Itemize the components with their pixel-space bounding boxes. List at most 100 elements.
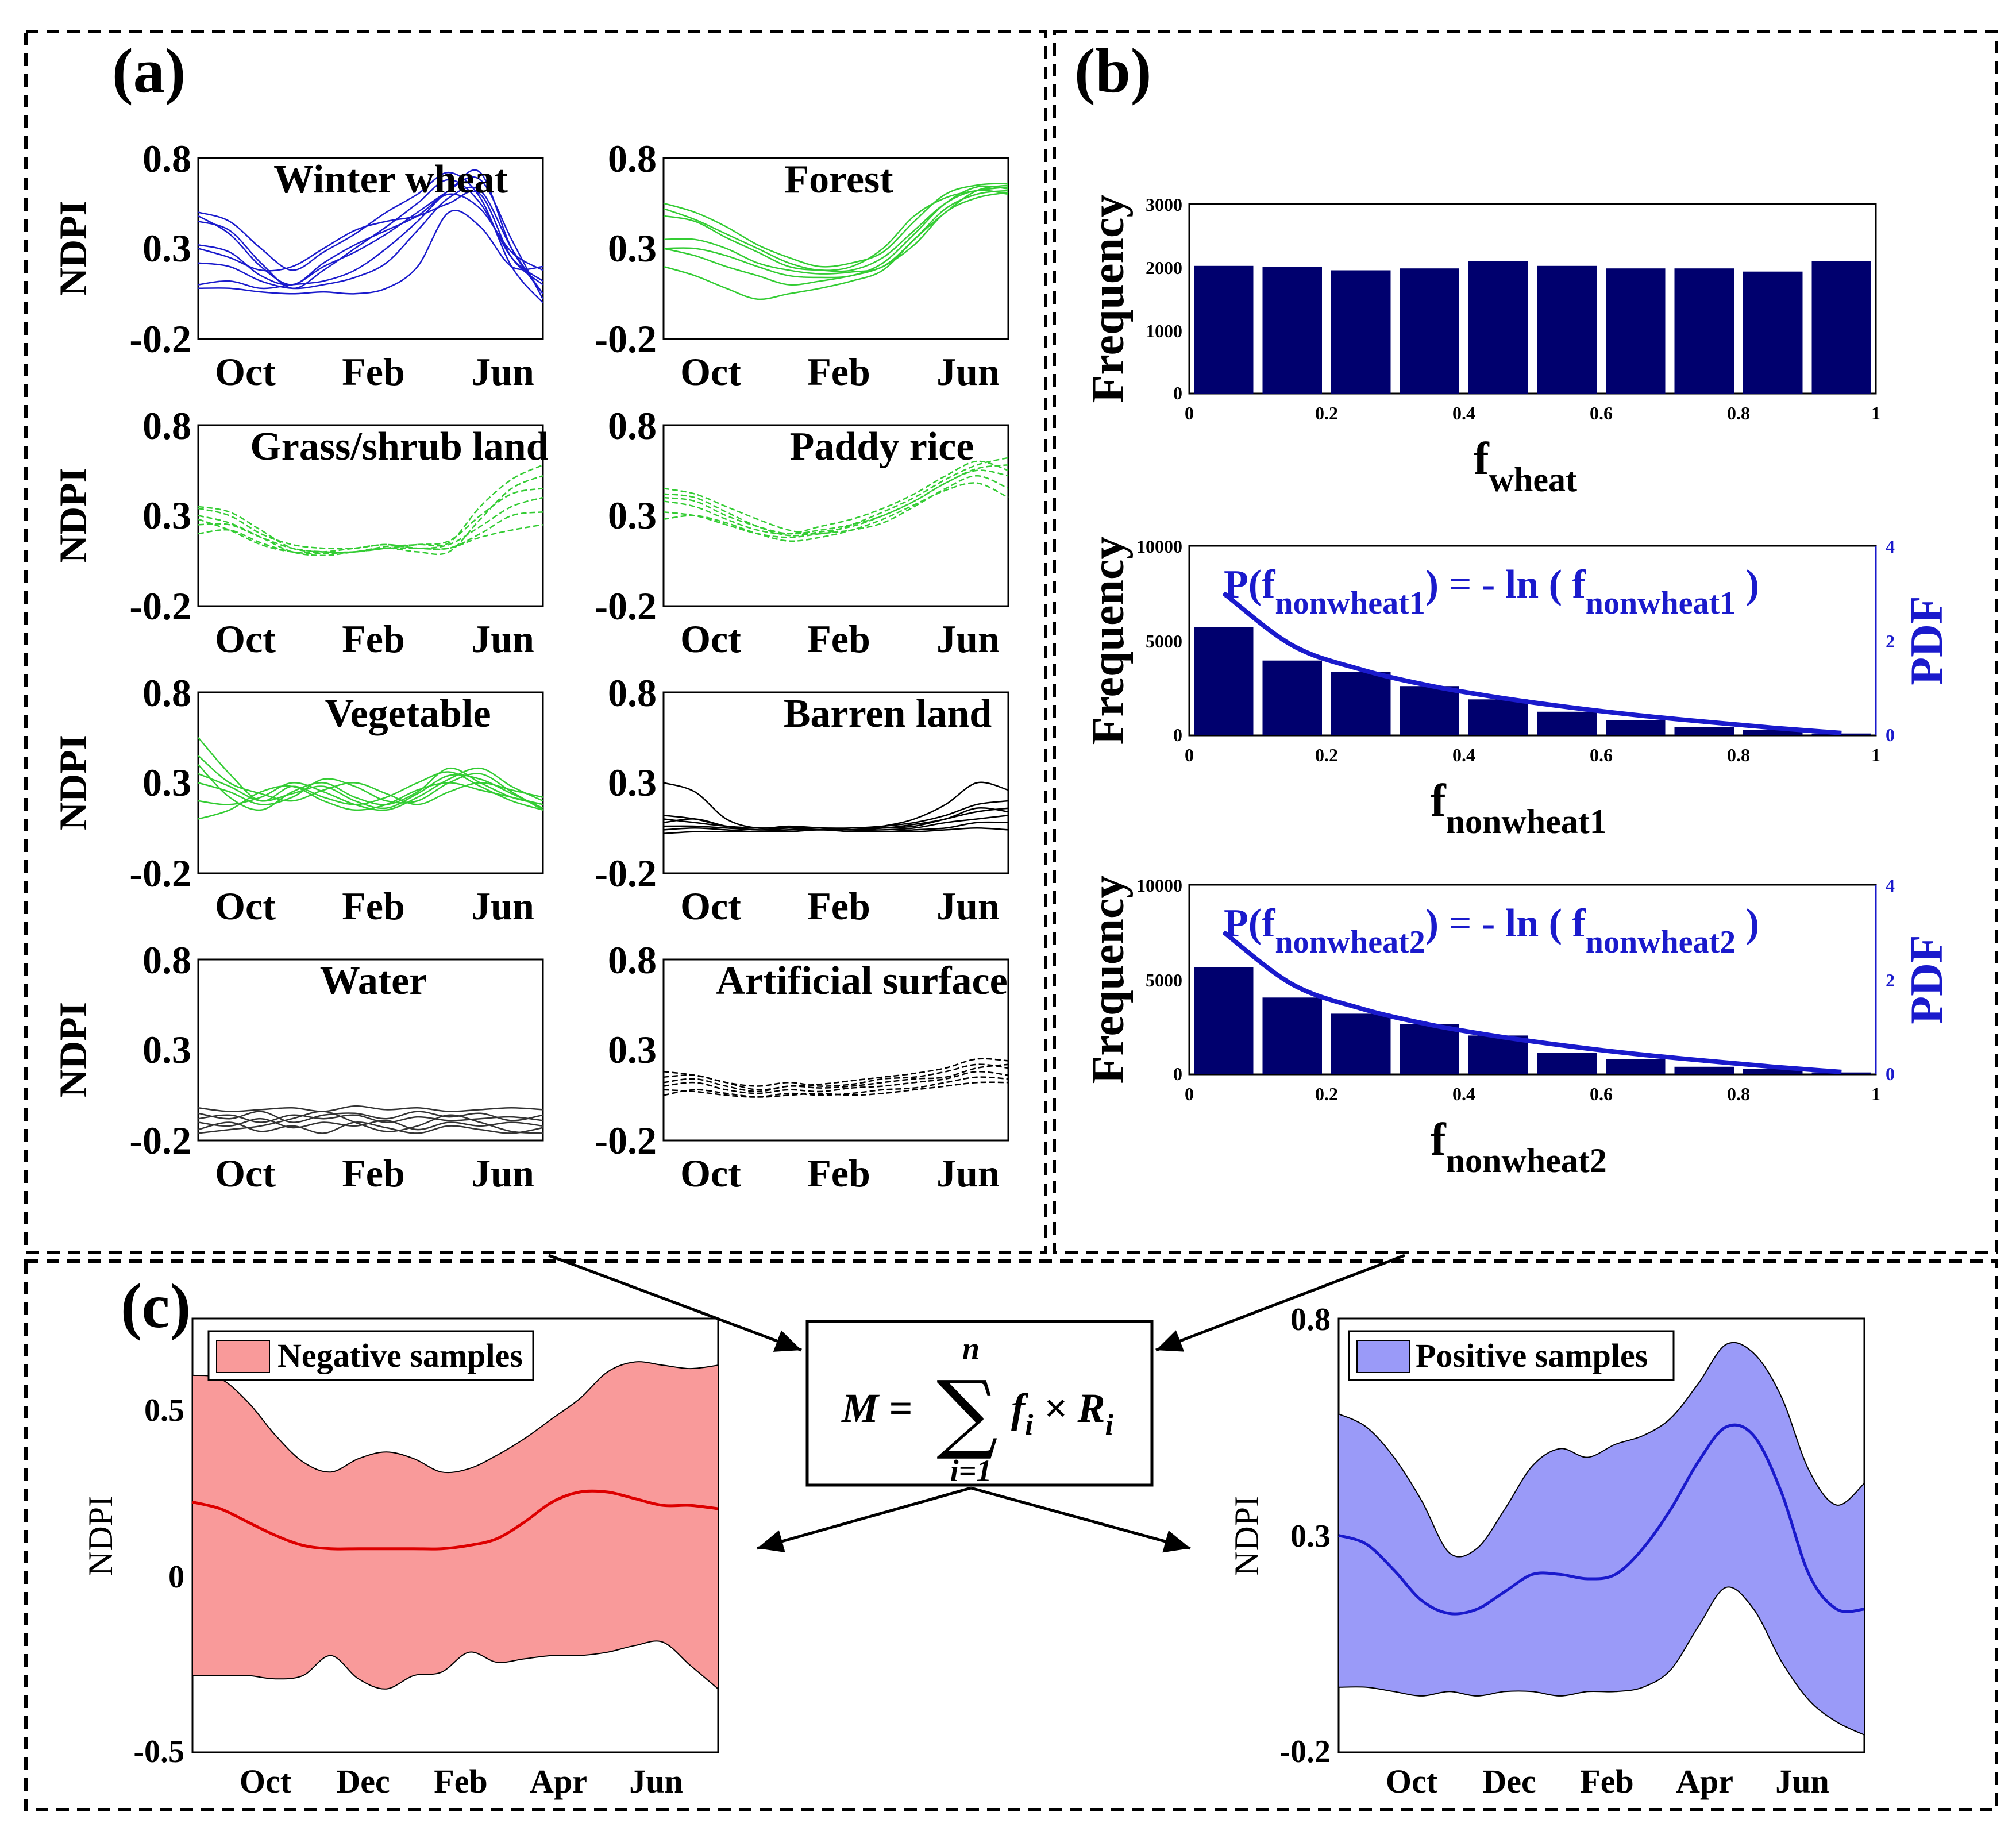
y-tick-label: 0.8 <box>608 938 657 982</box>
chart-title: Artificial surface <box>716 959 1007 1003</box>
series-line <box>198 171 543 303</box>
formula-box <box>805 1320 1154 1487</box>
histogram-bar <box>1606 268 1666 394</box>
histogram-bar <box>1262 997 1322 1074</box>
y-tick-label: 5000 <box>1146 631 1182 652</box>
histogram-bar <box>1194 265 1254 394</box>
panel-c-label: (c) <box>121 1271 191 1341</box>
y-tick-label: 10000 <box>1136 875 1182 896</box>
arrow-b-to-formula <box>1155 1254 1405 1352</box>
series-line <box>198 1121 543 1134</box>
y-axis-label: Frequency <box>1083 195 1134 403</box>
series-line <box>198 767 543 811</box>
y-tick-label: 2000 <box>1146 257 1182 278</box>
histogram-bar <box>1537 1053 1597 1075</box>
x-tick-label: 0.6 <box>1590 1084 1613 1104</box>
y-tick-label: 0.3 <box>608 226 657 270</box>
x-tick-label: Apr <box>530 1763 587 1800</box>
series-line <box>663 1058 1009 1091</box>
y-tick-label: 0.8 <box>608 137 657 180</box>
histogram-bar <box>1674 268 1734 394</box>
arrow-formula-to-positive <box>970 1486 1191 1553</box>
sum-lower: i=1 <box>950 1454 992 1488</box>
histogram-f-wheat: 3000 2000 1000 0 0 0.2 0.4 0.6 0.8 1 Fre… <box>1083 194 1880 499</box>
y-tick-label: 1000 <box>1146 321 1182 341</box>
eq-sub: nonwheat1 <box>1586 585 1736 621</box>
histogram-bar <box>1400 1024 1459 1075</box>
y-tick-label: 0.3 <box>608 761 657 804</box>
eq-part: ) <box>1736 901 1759 946</box>
x-tick-label: Apr <box>1676 1763 1733 1800</box>
series-line <box>198 511 543 553</box>
eq-sub: nonwheat2 <box>1275 924 1425 960</box>
pdf-equation: P(fnonwheat2) = - ln ( fnonwheat2 ) <box>1224 901 1759 960</box>
x-tick-label: Feb <box>807 884 870 928</box>
chart-positive-samples: Positive samples 0.8 0.3 -0.2 Oct Dec Fe… <box>1228 1302 1865 1800</box>
y2-tick-label: 0 <box>1886 724 1895 745</box>
series-line <box>663 457 1009 535</box>
y-tick-label: 0.3 <box>142 226 191 270</box>
y-tick-label: 0 <box>1173 1063 1182 1084</box>
series-line <box>198 209 543 295</box>
x-tick-label: Jun <box>936 884 1000 928</box>
eq-part: P(f <box>1224 562 1275 607</box>
series-line <box>663 1070 1009 1094</box>
histogram-bar <box>1468 261 1528 394</box>
histogram-bar <box>1262 660 1322 735</box>
x-tick-label: Jun <box>1775 1763 1829 1800</box>
x-tick-label: Feb <box>807 617 870 661</box>
chart-title: Paddy rice <box>790 425 974 469</box>
weighting-formula: M = ∑ n i=1 fi × Ri <box>805 1320 1154 1488</box>
x-axis-label-main: f <box>1474 434 1490 484</box>
series-line <box>198 518 543 553</box>
x-tick-label: 1 <box>1871 745 1880 765</box>
chart-title: Forest <box>784 157 893 202</box>
series-line <box>198 496 543 550</box>
y-tick-label: 0.8 <box>1290 1302 1331 1337</box>
chart-title: Winter wheat <box>273 157 508 202</box>
histogram-bar <box>1262 267 1322 394</box>
x-tick-label: 0.2 <box>1315 403 1338 423</box>
arrow-a-to-formula <box>548 1254 802 1352</box>
panel-a-label: (a) <box>112 36 186 106</box>
y-axis-label: Frequency <box>1083 876 1134 1084</box>
y2-tick-label: 2 <box>1886 631 1895 652</box>
formula-r-sub: i <box>1105 1409 1114 1441</box>
x-tick-label: Feb <box>807 1151 870 1195</box>
histogram-bar <box>1674 727 1734 735</box>
series-line <box>663 1063 1009 1093</box>
chart-vegetable: Vegetable 0.8 0.3 -0.2 Oct Feb Jun NDPI <box>51 671 544 928</box>
series-line <box>198 1105 543 1112</box>
eq-part: P(f <box>1224 901 1275 946</box>
x-axis-label-sub: wheat <box>1489 461 1577 499</box>
x-tick-label: Oct <box>215 617 276 661</box>
series-line <box>198 1111 543 1134</box>
y-tick-label: 0.8 <box>608 404 657 448</box>
x-axis-label-main: f <box>1431 776 1447 826</box>
y-tick-label: 10000 <box>1136 536 1182 557</box>
legend-swatch <box>216 1340 270 1373</box>
y-tick-label: 0.3 <box>142 1028 191 1071</box>
series-line <box>663 460 1009 535</box>
chart-grass-shrub-land: Grass/shrub land 0.8 0.3 -0.2 Oct Feb Ju… <box>51 404 549 661</box>
pdf-curve <box>1222 591 1842 735</box>
x-tick-label: 0.8 <box>1727 403 1750 423</box>
arrow-formula-to-negative <box>757 1486 972 1553</box>
x-axis-label: fnonwheat1 <box>1431 776 1607 841</box>
x-tick-label: Feb <box>342 617 405 661</box>
y-tick-label: 0.3 <box>1290 1518 1331 1554</box>
series-line <box>198 782 543 820</box>
y2-axis-label: PDF <box>1902 935 1952 1024</box>
x-tick-label: Oct <box>680 884 741 928</box>
x-tick-label: 1 <box>1871 403 1880 423</box>
y-tick-label: 0.3 <box>142 494 191 537</box>
series-line <box>663 827 1009 834</box>
x-tick-label: Jun <box>629 1763 683 1800</box>
histogram-bar <box>1331 270 1391 394</box>
y-tick-label: -0.2 <box>1279 1734 1331 1770</box>
y-tick-label: 0.3 <box>608 1028 657 1071</box>
y-tick-label: -0.2 <box>129 1119 191 1162</box>
y-tick-label: 0 <box>1173 724 1182 745</box>
chart-title: Water <box>320 959 427 1003</box>
